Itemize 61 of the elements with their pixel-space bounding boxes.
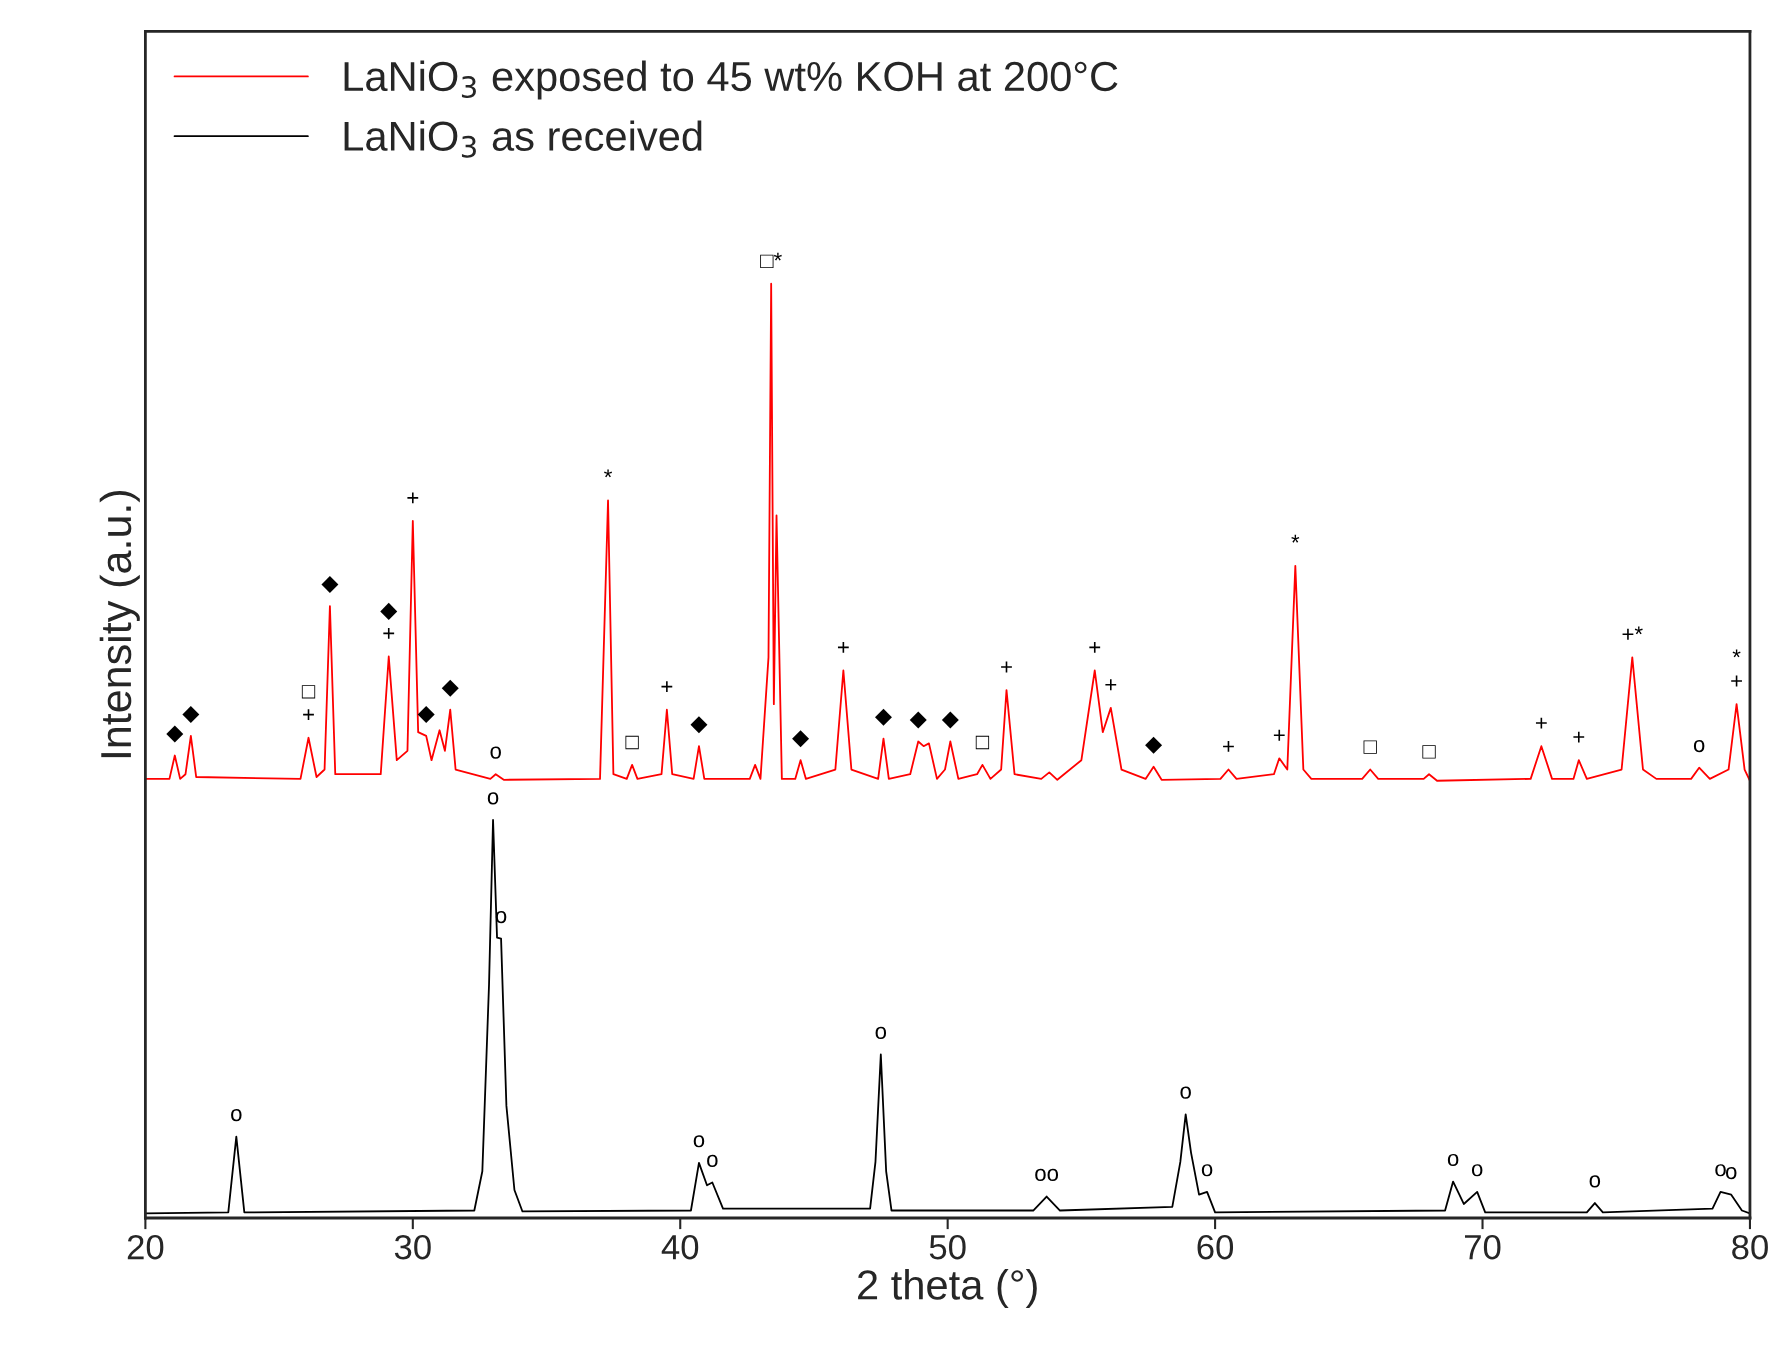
annotation: □* bbox=[760, 252, 782, 268]
x-tick-label: 50 bbox=[929, 1234, 966, 1260]
annotation: + bbox=[303, 709, 314, 721]
annotation: oo bbox=[1035, 1168, 1059, 1181]
legend-label: LaNiO$_{3}$ exposed to 45 wt% KOH at 200°C bbox=[344, 60, 1118, 100]
annotation: + bbox=[1535, 717, 1547, 729]
annotation: + bbox=[1573, 731, 1585, 743]
annotation: + bbox=[837, 641, 849, 653]
annotation: □ bbox=[1363, 740, 1377, 754]
annotation: o bbox=[1447, 1153, 1459, 1167]
x-axis-title: 2 theta (°) bbox=[858, 1269, 1037, 1308]
annotation: ◆ bbox=[941, 711, 959, 729]
annotation: + bbox=[1089, 641, 1101, 653]
annotation: + bbox=[1105, 679, 1117, 691]
legend-label: LaNiO$_{3}$ as received bbox=[344, 120, 702, 158]
annotation: o bbox=[707, 1154, 718, 1167]
annotation: o bbox=[1471, 1164, 1483, 1177]
annotation: o bbox=[1201, 1164, 1213, 1177]
annotation: ◆ bbox=[690, 716, 708, 734]
annotation: ◆ bbox=[182, 705, 200, 723]
annotation: + bbox=[407, 492, 419, 504]
annotation: * bbox=[604, 469, 613, 478]
x-tick-label: 60 bbox=[1197, 1234, 1234, 1260]
x-tick-label: 80 bbox=[1732, 1234, 1768, 1260]
annotation: □ bbox=[975, 735, 990, 750]
annotation: ◆ bbox=[380, 602, 398, 620]
annotation: ◆ bbox=[875, 708, 892, 726]
annotation: + bbox=[1731, 675, 1742, 687]
annotation: □ bbox=[301, 685, 316, 699]
x-tick-label: 70 bbox=[1464, 1234, 1501, 1260]
annotation: o bbox=[693, 1135, 705, 1148]
annotation: □ bbox=[1422, 745, 1436, 759]
annotation: + bbox=[1273, 729, 1285, 741]
annotation: o bbox=[875, 1026, 887, 1039]
annotation: + bbox=[383, 627, 395, 639]
annotation: * bbox=[1732, 649, 1741, 658]
annotation: ◆ bbox=[417, 705, 435, 723]
x-tick-label: 20 bbox=[127, 1234, 164, 1260]
annotation: o bbox=[1693, 739, 1705, 753]
annotation: * bbox=[1291, 534, 1300, 543]
annotation: o bbox=[490, 746, 501, 759]
annotation: o bbox=[1725, 1166, 1737, 1180]
y-axis-title: Intensity (a.u.) bbox=[99, 490, 140, 758]
annotation: □ bbox=[625, 735, 639, 750]
annotation: ◆ bbox=[166, 725, 184, 743]
x-tick-label: 30 bbox=[394, 1234, 431, 1260]
annotation: ◆ bbox=[1145, 736, 1163, 754]
annotation: + bbox=[1223, 740, 1234, 752]
annotation: ◆ bbox=[909, 711, 927, 729]
annotation: o bbox=[1715, 1164, 1726, 1177]
annotation: +* bbox=[1622, 626, 1643, 640]
annotation: ◆ bbox=[321, 576, 339, 594]
annotation: ◆ bbox=[792, 730, 810, 748]
annotation: + bbox=[1001, 661, 1012, 673]
annotation: o bbox=[487, 792, 499, 805]
annotation: o bbox=[231, 1109, 242, 1122]
x-tick-label: 40 bbox=[661, 1234, 699, 1260]
annotation: o bbox=[1589, 1175, 1601, 1188]
annotation: o bbox=[1180, 1086, 1191, 1099]
annotation: ◆ bbox=[441, 679, 459, 697]
annotation: + bbox=[661, 681, 673, 693]
